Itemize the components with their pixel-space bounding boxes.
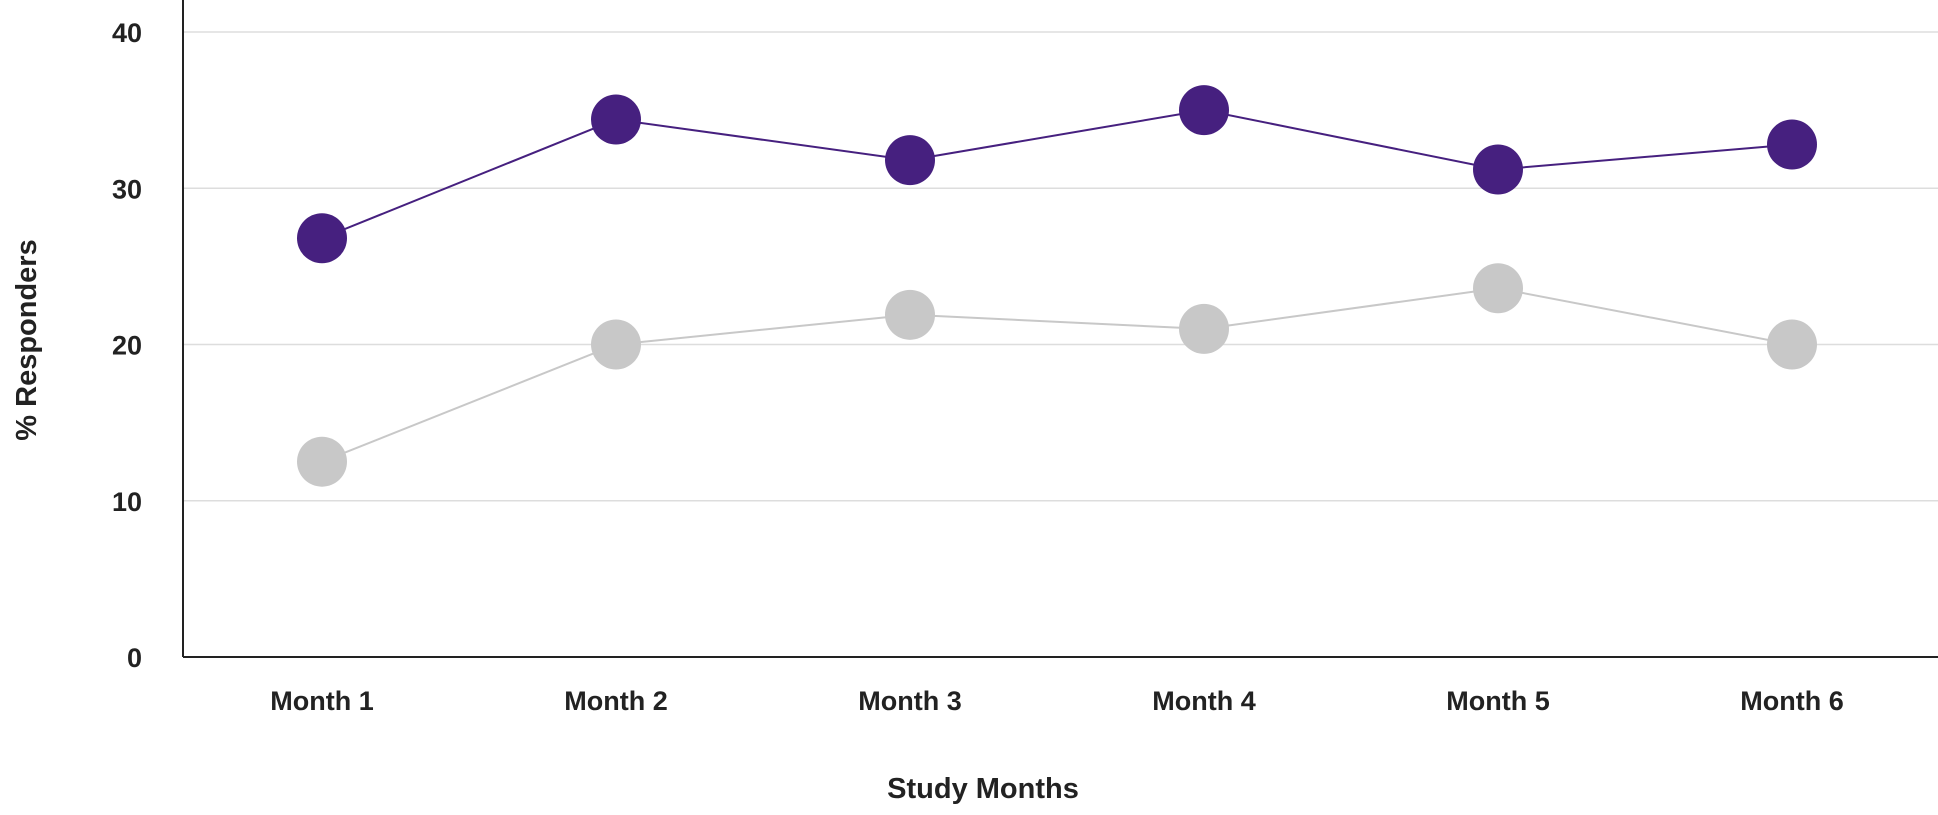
x-tick-label: Month 1 <box>270 686 373 716</box>
data-point <box>1473 263 1523 314</box>
data-point <box>591 94 641 145</box>
y-axis-ticks: 0 10 20 30 40 <box>112 18 142 673</box>
series-line <box>321 287 1793 463</box>
x-tick-label: Month 3 <box>858 686 961 716</box>
data-point <box>885 135 935 186</box>
y-axis-title: % Responders <box>11 239 43 440</box>
data-point <box>1767 319 1817 370</box>
data-point <box>297 213 347 264</box>
x-tick-label: Month 6 <box>1740 686 1843 716</box>
x-tick-label: Month 4 <box>1152 686 1255 716</box>
y-tick-label: 0 <box>127 643 142 673</box>
x-tick-label: Month 5 <box>1446 686 1549 716</box>
data-point <box>591 319 641 370</box>
x-tick-label: Month 2 <box>564 686 667 716</box>
series-2 <box>297 263 1817 487</box>
data-series <box>297 85 1817 487</box>
series-1 <box>297 85 1817 264</box>
y-tick-label: 10 <box>112 487 142 517</box>
series-line <box>321 109 1793 240</box>
gridlines <box>183 31 1938 502</box>
x-axis-ticks: Month 1 Month 2 Month 3 Month 4 Month 5 Month… <box>270 686 1843 716</box>
x-axis-title: Study Months <box>887 773 1079 805</box>
data-point <box>1767 119 1817 170</box>
y-tick-label: 20 <box>112 331 142 361</box>
y-tick-label: 40 <box>112 18 142 48</box>
y-tick-label: 30 <box>112 174 142 204</box>
data-point <box>1473 144 1523 195</box>
data-point <box>297 436 347 487</box>
data-point <box>1179 303 1229 354</box>
data-point <box>885 289 935 340</box>
data-point <box>1179 85 1229 136</box>
